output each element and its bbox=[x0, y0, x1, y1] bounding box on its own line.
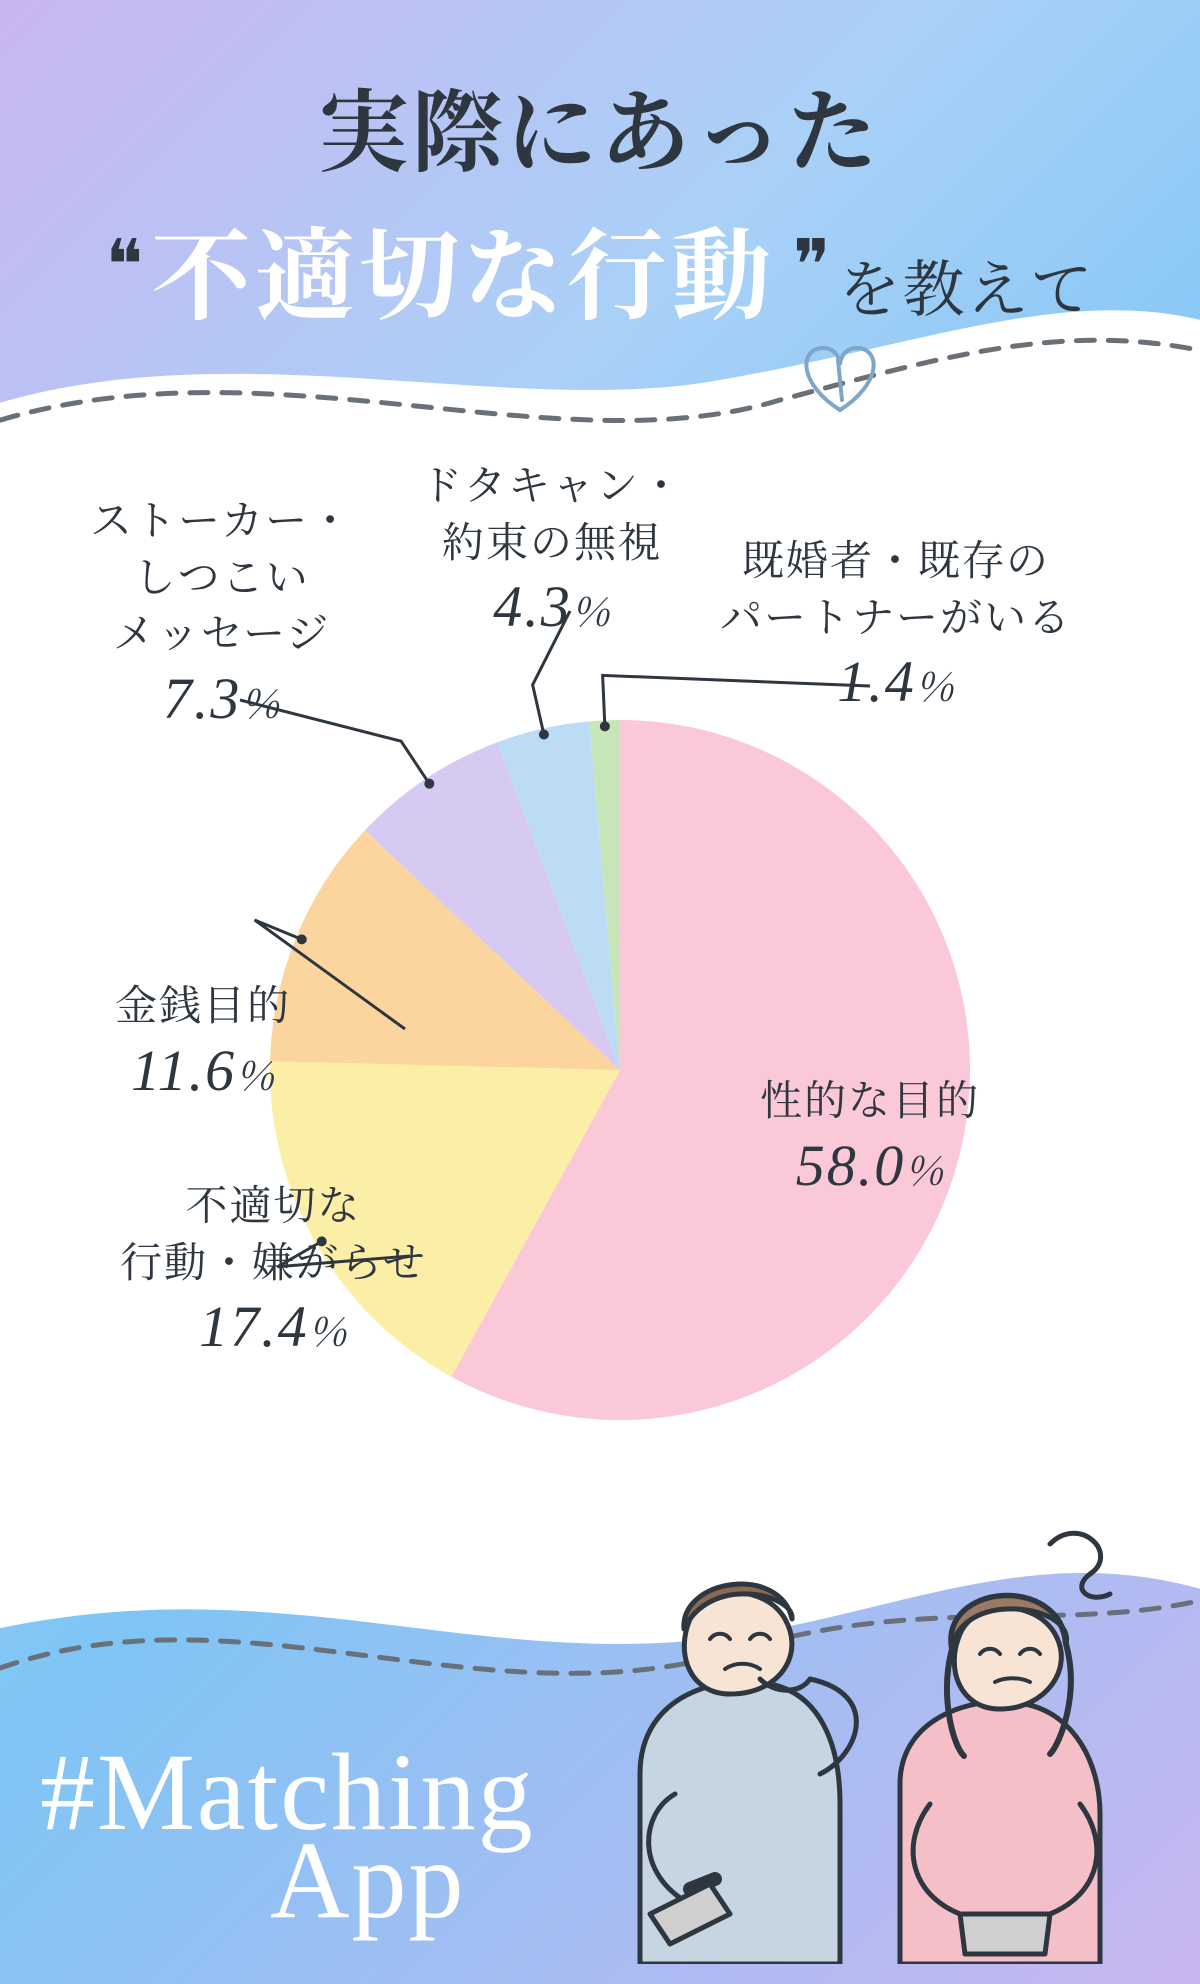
title-highlight: 不適切な行動 bbox=[151, 196, 775, 340]
slice-label: 既婚者・既存のパートナーがいる1.4% bbox=[720, 530, 1072, 722]
close-quote: ❞ bbox=[793, 228, 821, 305]
title: 実際にあった ❝ 不適切な行動 ❞ を教えて bbox=[0, 60, 1200, 340]
title-line1: 実際にあった bbox=[0, 60, 1200, 190]
title-line2: ❝ 不適切な行動 ❞ を教えて bbox=[0, 196, 1200, 340]
slice-label: ドタキャン・約束の無視4.3% bbox=[420, 455, 684, 647]
title-suffix: を教えて bbox=[838, 240, 1094, 329]
slice-label: ストーカー・しつこいメッセージ7.3% bbox=[90, 490, 353, 738]
hashtag-matching-app: #Matching App bbox=[40, 1748, 535, 1924]
slice-label: 性的な目的58.0% bbox=[760, 1070, 980, 1205]
slice-label: 金銭目的11.6% bbox=[115, 975, 291, 1110]
slice-label: 不適切な行動・嫌がらせ17.4% bbox=[120, 1175, 427, 1367]
open-quote: ❝ bbox=[106, 228, 134, 305]
